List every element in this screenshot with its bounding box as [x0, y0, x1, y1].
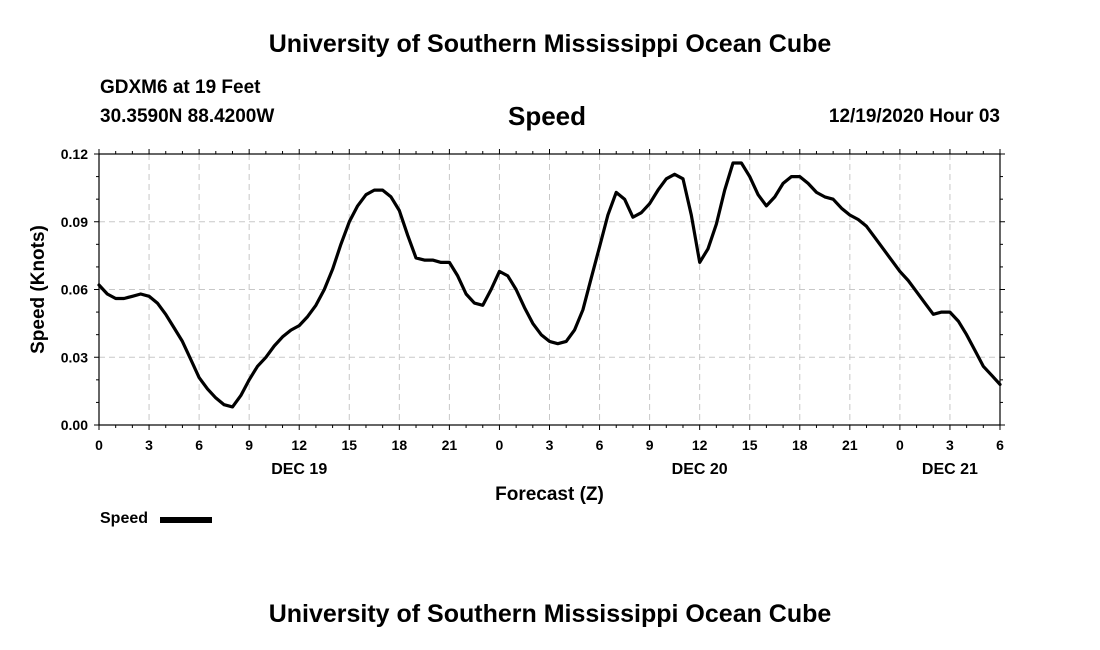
footer-org-title: University of Southern Mississippi Ocean… [268, 600, 832, 628]
y-axis-title: Speed (Knots) [28, 225, 49, 354]
x-tick-label: 3 [145, 437, 153, 453]
x-tick-label: 12 [692, 437, 708, 453]
x-tick-label: 0 [896, 437, 904, 453]
y-tick-label: 0.09 [61, 214, 88, 230]
day-label: DEC 20 [672, 461, 728, 478]
x-tick-label: 18 [392, 437, 408, 453]
x-tick-label: 0 [95, 437, 103, 453]
y-tick-labels: 0.00 0.03 0.06 0.09 0.12 [61, 146, 88, 433]
x-tick-label: 6 [996, 437, 1004, 453]
series-line-speed [97, 161, 1002, 409]
x-tick-label: 3 [946, 437, 954, 453]
forecast-time-label: 12/19/2020 Hour 03 [828, 106, 1000, 127]
legend-label: Speed [100, 510, 149, 527]
y-tick-label: 0.12 [61, 146, 88, 162]
day-label: DEC 21 [922, 461, 978, 478]
y-tick-label: 0.00 [61, 417, 88, 433]
x-axis-title: Forecast (Z) [495, 484, 604, 505]
x-tick-label: 9 [646, 437, 654, 453]
y-tick-label: 0.03 [61, 349, 88, 365]
x-tick-label: 21 [442, 437, 458, 453]
x-tick-label: 3 [546, 437, 554, 453]
x-tick-label: 12 [291, 437, 307, 453]
x-tick-label: 18 [792, 437, 808, 453]
org-title: University of Southern Mississippi Ocean… [268, 30, 832, 58]
station-label: GDXM6 at 19 Feet [100, 77, 261, 98]
axis-ticks [94, 149, 1005, 430]
x-tick-label: 0 [496, 437, 504, 453]
x-tick-label: 6 [195, 437, 203, 453]
day-labels: DEC 19 DEC 20 DEC 21 [271, 461, 978, 478]
x-tick-label: 9 [245, 437, 253, 453]
day-label: DEC 19 [271, 461, 327, 478]
legend-swatch [160, 517, 212, 523]
x-tick-label: 15 [742, 437, 758, 453]
chart-title: Speed [508, 101, 587, 131]
x-tick-labels: 0 3 6 9 12 15 18 21 0 3 6 9 12 15 18 21 0 3 6 [95, 437, 1004, 453]
x-tick-label: 21 [842, 437, 858, 453]
coordinates-label: 30.3590N 88.4200W [100, 106, 275, 127]
y-tick-label: 0.06 [61, 282, 88, 298]
grid-lines [99, 154, 1000, 425]
x-tick-label: 6 [596, 437, 604, 453]
x-tick-label: 15 [341, 437, 357, 453]
